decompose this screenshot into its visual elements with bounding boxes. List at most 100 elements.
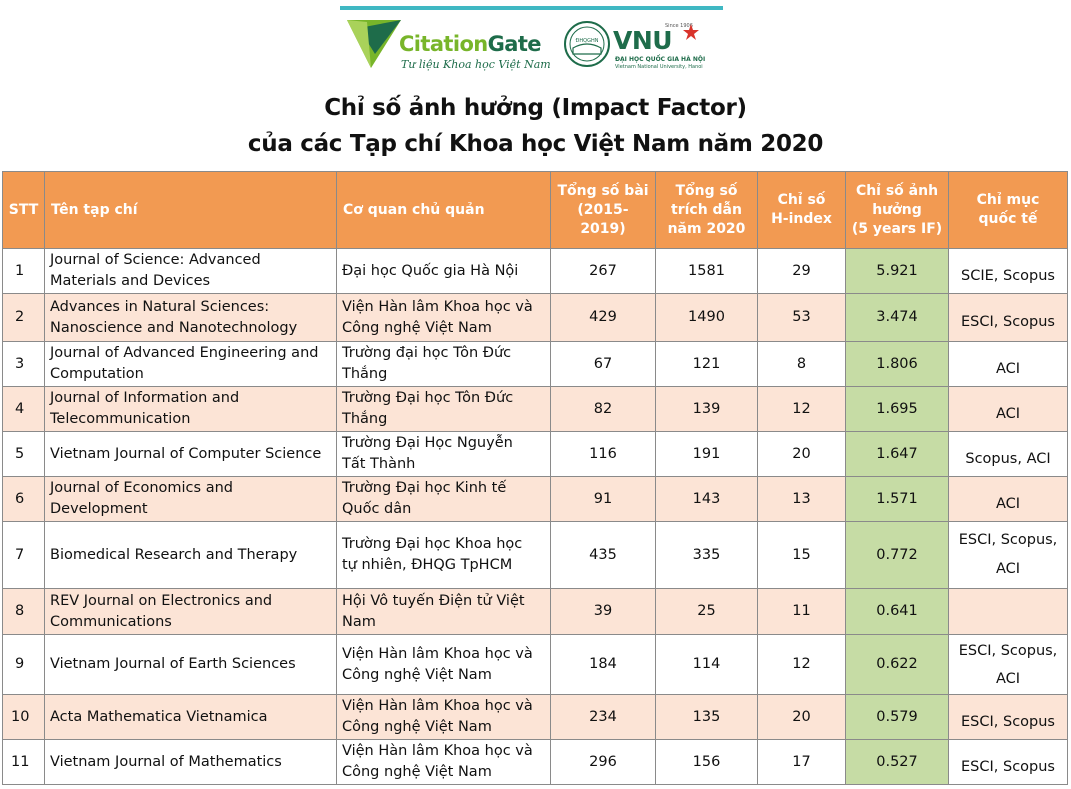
top-accent-line bbox=[340, 6, 723, 10]
vnu-seal-text: ĐHQGHN bbox=[576, 38, 599, 44]
cell-stt: 11 bbox=[2, 739, 45, 785]
cell-journal: Advances in Natural Sciences: Nanoscience… bbox=[44, 293, 337, 342]
table-row: 10 Acta Mathematica Vietnamica Viện Hàn … bbox=[2, 694, 1068, 740]
cell-stt: 4 bbox=[2, 386, 45, 432]
cell-articles: 184 bbox=[550, 634, 656, 695]
cell-hindex: 29 bbox=[757, 248, 846, 294]
cell-agency: Viện Hàn lâm Khoa học và Công nghệ Việt N… bbox=[336, 634, 551, 695]
cell-agency: Hội Vô tuyến Điện tử Việt Nam bbox=[336, 588, 551, 635]
cell-citations: 1581 bbox=[655, 248, 758, 294]
cell-journal: Journal of Advanced Engineering and Compu… bbox=[44, 341, 337, 387]
cell-hindex: 15 bbox=[757, 521, 846, 589]
cell-articles: 435 bbox=[550, 521, 656, 589]
table-row: 9 Vietnam Journal of Earth Sciences Viện… bbox=[2, 634, 1068, 695]
col-header-citations: Tổng số trích dẫn năm 2020 bbox=[655, 171, 758, 249]
cell-hindex: 12 bbox=[757, 634, 846, 695]
cell-intl-index: ACI bbox=[948, 386, 1068, 432]
cell-impact-factor: 0.641 bbox=[845, 588, 949, 635]
cell-citations: 25 bbox=[655, 588, 758, 635]
table-row: 1 Journal of Science: Advanced Materials … bbox=[2, 248, 1068, 294]
vnu-logo: ĐHQGHN Since 1906 VNU ĐẠI HỌC QUỐC GIA H… bbox=[563, 16, 713, 78]
impact-factor-table: STT Tên tạp chí Cơ quan chủ quản Tổng số… bbox=[2, 171, 1068, 785]
cell-impact-factor: 1.571 bbox=[845, 476, 949, 522]
cell-journal: REV Journal on Electronics and Communicat… bbox=[44, 588, 337, 635]
cell-impact-factor: 0.527 bbox=[845, 739, 949, 785]
cell-hindex: 20 bbox=[757, 431, 846, 477]
table-row: 7 Biomedical Research and Therapy Trường… bbox=[2, 521, 1068, 589]
cell-articles: 267 bbox=[550, 248, 656, 294]
cell-hindex: 20 bbox=[757, 694, 846, 740]
cell-citations: 143 bbox=[655, 476, 758, 522]
cell-hindex: 12 bbox=[757, 386, 846, 432]
cell-journal: Vietnam Journal of Computer Science bbox=[44, 431, 337, 477]
citationgate-name: CitationGate bbox=[399, 32, 542, 56]
citationgate-logo: CitationGate Tư liệu Khoa học Việt Nam bbox=[345, 14, 555, 76]
cell-hindex: 11 bbox=[757, 588, 846, 635]
cell-articles: 429 bbox=[550, 293, 656, 342]
col-header-intl-index: Chỉ mục quốc tế bbox=[948, 171, 1068, 249]
table-row: 8 REV Journal on Electronics and Communic… bbox=[2, 588, 1068, 635]
col-header-stt: STT bbox=[2, 171, 45, 249]
cell-hindex: 8 bbox=[757, 341, 846, 387]
cell-agency: Viện Hàn lâm Khoa học và Công nghệ Việt N… bbox=[336, 694, 551, 740]
cell-stt: 6 bbox=[2, 476, 45, 522]
checkmark-icon bbox=[347, 20, 401, 68]
cell-stt: 7 bbox=[2, 521, 45, 589]
cell-agency: Viện Hàn lâm Khoa học và Công nghệ Việt N… bbox=[336, 293, 551, 342]
cell-agency: Trường đại học Tôn Đức Thắng bbox=[336, 341, 551, 387]
cell-journal: Vietnam Journal of Earth Sciences bbox=[44, 634, 337, 695]
cell-agency: Viện Hàn lâm Khoa học và Công nghệ Việt N… bbox=[336, 739, 551, 785]
table-row: 11 Vietnam Journal of Mathematics Viện H… bbox=[2, 739, 1068, 785]
cell-intl-index bbox=[948, 588, 1068, 635]
cell-citations: 191 bbox=[655, 431, 758, 477]
cell-intl-index: ESCI, Scopus bbox=[948, 694, 1068, 740]
citationgate-tagline: Tư liệu Khoa học Việt Nam bbox=[401, 58, 551, 71]
cell-impact-factor: 0.622 bbox=[845, 634, 949, 695]
cell-stt: 1 bbox=[2, 248, 45, 294]
cell-citations: 335 bbox=[655, 521, 758, 589]
cell-hindex: 53 bbox=[757, 293, 846, 342]
cell-intl-index: Scopus, ACI bbox=[948, 431, 1068, 477]
cell-agency: Trường Đại học Khoa học tự nhiên, ĐHQG Tp… bbox=[336, 521, 551, 589]
table-header-row: STT Tên tạp chí Cơ quan chủ quản Tổng số… bbox=[2, 171, 1068, 249]
cell-impact-factor: 1.806 bbox=[845, 341, 949, 387]
cell-articles: 296 bbox=[550, 739, 656, 785]
cell-journal: Journal of Information and Telecommunicat… bbox=[44, 386, 337, 432]
cell-intl-index: ESCI, Scopus bbox=[948, 739, 1068, 785]
vnu-name-en: Vietnam National University, Hanoi bbox=[615, 64, 703, 70]
cell-intl-index: ACI bbox=[948, 476, 1068, 522]
cell-stt: 10 bbox=[2, 694, 45, 740]
cell-citations: 139 bbox=[655, 386, 758, 432]
cell-stt: 5 bbox=[2, 431, 45, 477]
cell-impact-factor: 5.921 bbox=[845, 248, 949, 294]
col-header-hindex: Chỉ số H-index bbox=[757, 171, 846, 249]
cell-citations: 135 bbox=[655, 694, 758, 740]
cell-stt: 9 bbox=[2, 634, 45, 695]
col-header-agency: Cơ quan chủ quản bbox=[336, 171, 551, 249]
table-row: 2 Advances in Natural Sciences: Nanoscien… bbox=[2, 293, 1068, 342]
cell-intl-index: ACI bbox=[948, 341, 1068, 387]
cell-agency: Đại học Quốc gia Hà Nội bbox=[336, 248, 551, 294]
cell-agency: Trường Đại học Tôn Đức Thắng bbox=[336, 386, 551, 432]
cell-impact-factor: 1.647 bbox=[845, 431, 949, 477]
table-row: 3 Journal of Advanced Engineering and Com… bbox=[2, 341, 1068, 387]
cell-stt: 3 bbox=[2, 341, 45, 387]
cell-hindex: 17 bbox=[757, 739, 846, 785]
cell-intl-index: ESCI, Scopus, ACI bbox=[948, 634, 1068, 695]
cell-articles: 234 bbox=[550, 694, 656, 740]
cell-impact-factor: 0.772 bbox=[845, 521, 949, 589]
cell-articles: 116 bbox=[550, 431, 656, 477]
cell-journal: Vietnam Journal of Mathematics bbox=[44, 739, 337, 785]
cell-stt: 2 bbox=[2, 293, 45, 342]
cell-intl-index: SCIE, Scopus bbox=[948, 248, 1068, 294]
cell-journal: Biomedical Research and Therapy bbox=[44, 521, 337, 589]
cell-impact-factor: 3.474 bbox=[845, 293, 949, 342]
table-row: 6 Journal of Economics and Development Tr… bbox=[2, 476, 1068, 522]
cell-impact-factor: 1.695 bbox=[845, 386, 949, 432]
vnu-name-vi: ĐẠI HỌC QUỐC GIA HÀ NỘI bbox=[615, 56, 706, 63]
page-subtitle: của các Tạp chí Khoa học Việt Nam năm 20… bbox=[247, 131, 824, 157]
cell-impact-factor: 0.579 bbox=[845, 694, 949, 740]
cell-citations: 1490 bbox=[655, 293, 758, 342]
cell-intl-index: ESCI, Scopus bbox=[948, 293, 1068, 342]
cell-stt: 8 bbox=[2, 588, 45, 635]
